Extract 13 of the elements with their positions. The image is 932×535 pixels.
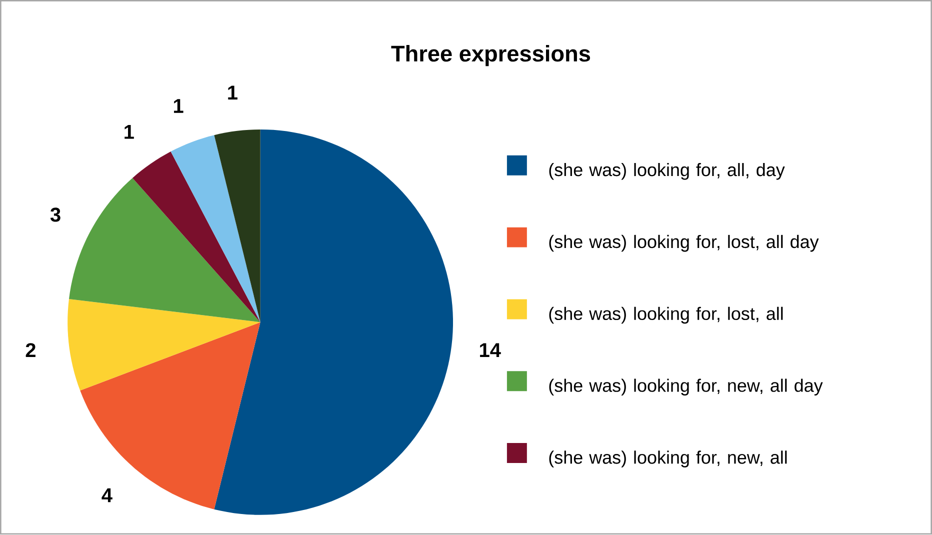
data-label: 1 (174, 99, 184, 114)
data-label: 1 (124, 125, 134, 139)
chart-title: Three expressions (391, 45, 590, 66)
data-label: 2 (26, 343, 36, 358)
legend-label: (she was) looking for, all, day (549, 163, 785, 180)
data-label: 4 (102, 488, 112, 502)
legend-label: (she was) looking for, new, all (549, 450, 787, 468)
legend-label: (she was) looking for, lost, all day (549, 235, 819, 252)
legend-label: (she was) looking for, lost, all (549, 307, 783, 324)
legend-label: (she was) looking for, new, all day (549, 378, 823, 396)
data-label: 14 (480, 343, 501, 358)
data-label: 1 (228, 86, 238, 100)
data-label: 3 (50, 208, 60, 222)
